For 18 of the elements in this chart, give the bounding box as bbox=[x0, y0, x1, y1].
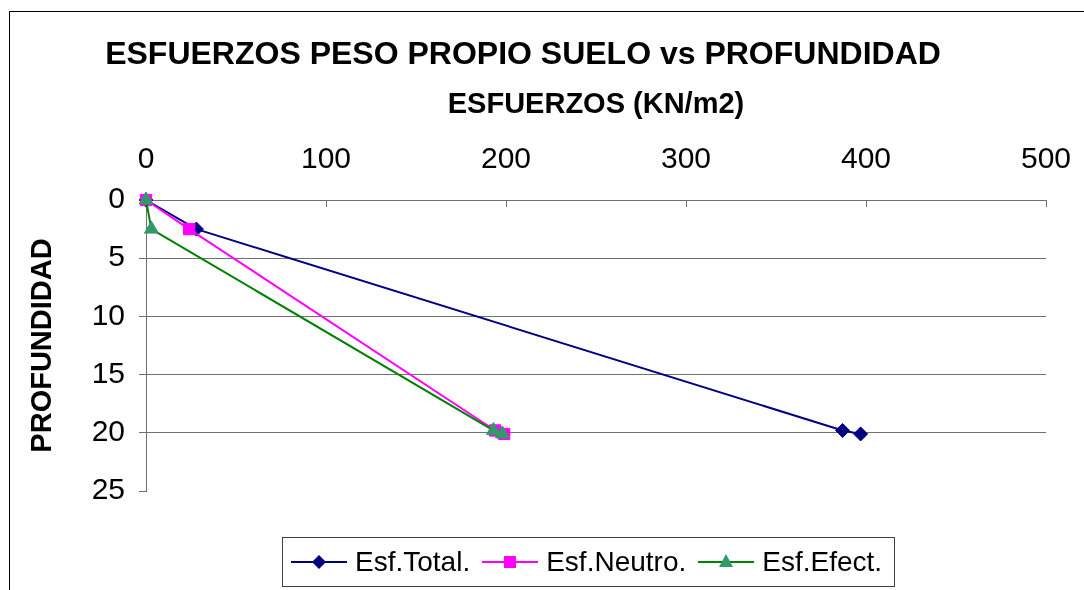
x-axis-title: ESFUERZOS (KN/m2) bbox=[447, 86, 745, 119]
y-tick-label: 0 bbox=[108, 181, 125, 215]
x-tick-label: 400 bbox=[840, 141, 892, 175]
legend-label: Esf.Neutro. bbox=[546, 546, 687, 578]
y-axis-title: PROFUNDIDAD bbox=[25, 238, 58, 453]
y-tick-label: 5 bbox=[108, 239, 125, 273]
x-tick-label: 500 bbox=[1020, 141, 1072, 175]
chart-title: ESFUERZOS PESO PROPIO SUELO vs PROFUNDIDAD bbox=[105, 35, 941, 72]
y-tick-label: 25 bbox=[91, 472, 125, 506]
x-tick-label: 0 bbox=[137, 141, 155, 175]
legend-label: Esf.Total. bbox=[355, 546, 471, 578]
x-tick-label: 100 bbox=[300, 141, 352, 175]
y-tick-label: 20 bbox=[91, 414, 125, 448]
x-tick-label: 300 bbox=[660, 141, 712, 175]
legend-label: Esf.Efect. bbox=[762, 546, 883, 578]
y-tick-label: 10 bbox=[91, 297, 125, 331]
x-tick-label: 200 bbox=[480, 141, 532, 175]
y-tick-label: 15 bbox=[91, 355, 125, 389]
